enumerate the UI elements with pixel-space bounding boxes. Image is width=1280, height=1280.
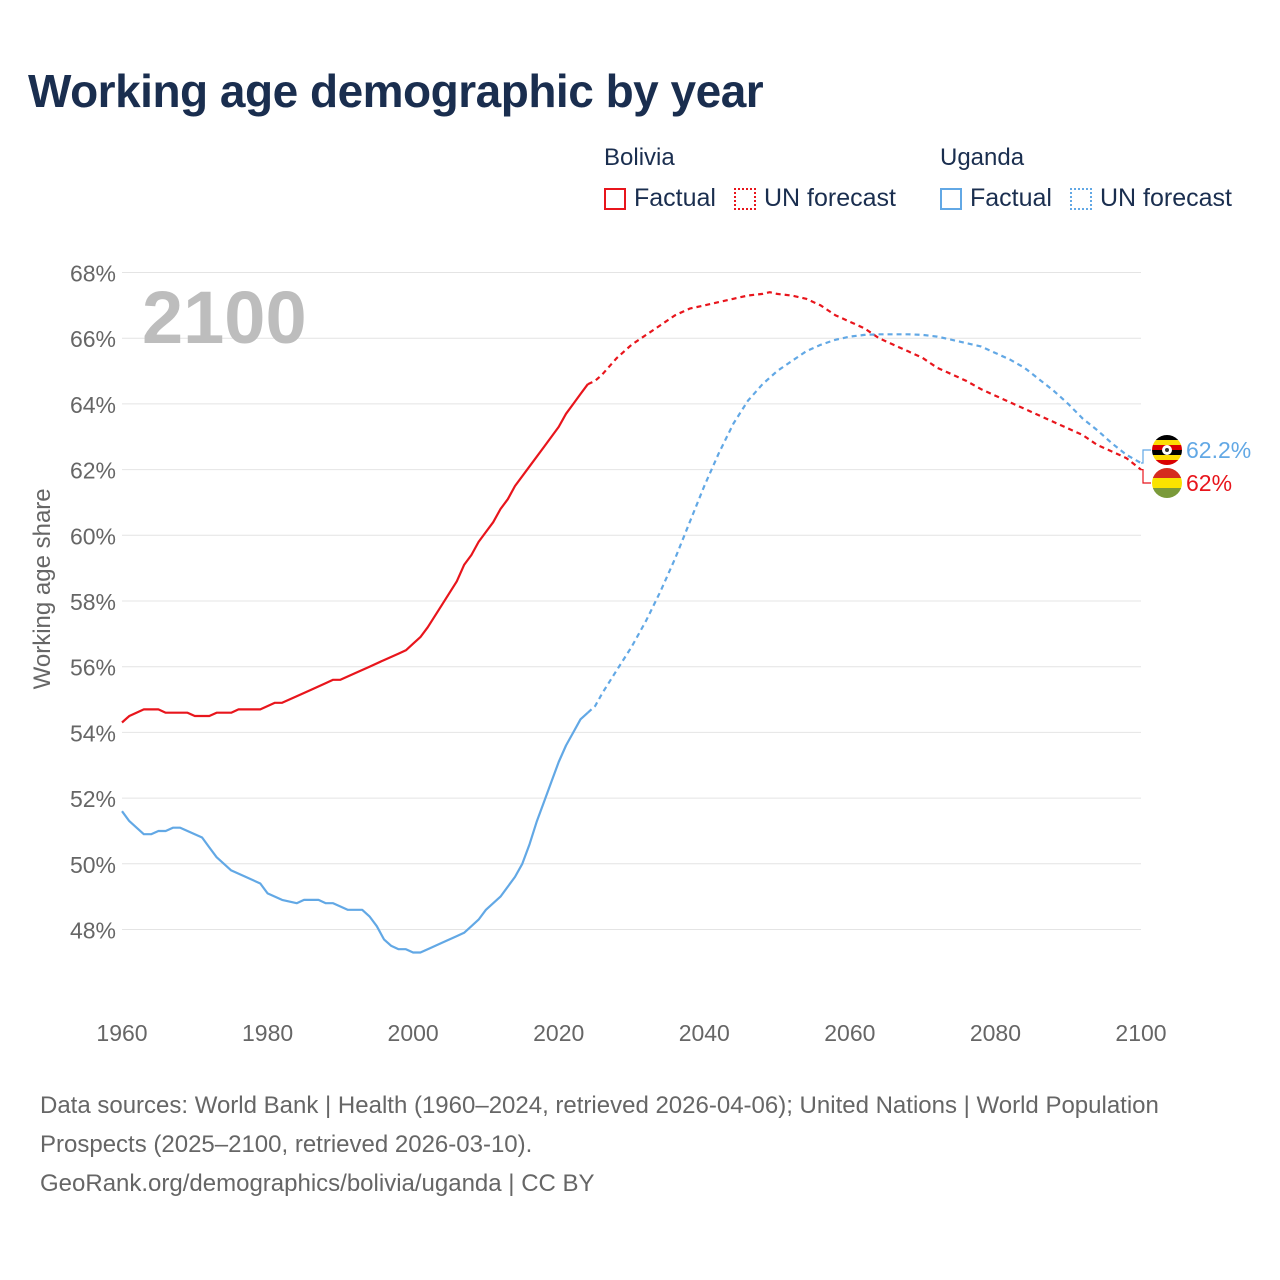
bolivia-forecast-line	[587, 291, 1142, 471]
legend-uganda-name: Uganda	[940, 144, 1025, 171]
legend-bolivia-forecast-label: UN forecast	[763, 184, 896, 212]
legend-uganda-forecast-label: UN forecast	[1099, 184, 1232, 212]
chart-title: Working age demographic by year	[28, 65, 764, 117]
y-tick-label: 50%	[70, 852, 116, 878]
dotted-line-swatch-icon	[733, 187, 756, 210]
legend-uganda: Uganda Factual UN forecast	[940, 144, 1232, 213]
uganda-forecast-line	[587, 333, 1142, 714]
x-tick-label: 2060	[824, 1020, 875, 1046]
legend-uganda-forecast[interactable]: UN forecast	[1069, 184, 1232, 213]
solid-line-swatch-icon	[604, 187, 626, 210]
x-tick-label: 1980	[242, 1020, 293, 1046]
x-tick-label: 2020	[533, 1020, 584, 1046]
legend-bolivia-factual[interactable]: Factual	[604, 184, 716, 213]
line-chart: 48% 50% 52% 54% 56% 58% 60% 62% 64% 66% 68% 1960 198…	[29, 261, 1251, 1047]
uganda-factual-line	[121, 711, 589, 954]
legend-uganda-factual[interactable]: Factual	[940, 184, 1052, 213]
y-tick-label: 60%	[70, 523, 116, 549]
bolivia-end-label: 62%	[1186, 470, 1232, 496]
uganda-end-connector	[1141, 449, 1151, 464]
y-tick-label: 64%	[70, 392, 116, 418]
x-tick-label: 2100	[1115, 1020, 1166, 1046]
uganda-flag-icon	[1152, 435, 1182, 465]
bolivia-flag-icon	[1152, 468, 1182, 498]
y-tick-label: 66%	[70, 326, 116, 352]
legend-bolivia: Bolivia Factual UN forecast	[604, 144, 896, 213]
x-tick-label: 2040	[679, 1020, 730, 1046]
y-tick-label: 48%	[70, 918, 116, 944]
legend-bolivia-name: Bolivia	[604, 144, 675, 171]
y-tick-label: 62%	[70, 458, 116, 484]
legend-bolivia-forecast[interactable]: UN forecast	[733, 184, 896, 213]
y-tick-label: 54%	[70, 720, 116, 746]
legend-uganda-factual-label: Factual	[970, 184, 1052, 212]
solid-line-swatch-icon	[940, 187, 962, 210]
credit-link[interactable]: GeoRank.org/demographics/bolivia/uganda …	[40, 1170, 595, 1197]
x-tick-label: 1960	[96, 1020, 147, 1046]
dotted-line-swatch-icon	[1069, 187, 1092, 210]
y-axis-label: Working age share	[29, 488, 56, 689]
x-tick-label: 2080	[970, 1020, 1021, 1046]
footer: Data sources: World Bank | Health (1960–…	[40, 1086, 1240, 1203]
y-tick-label: 56%	[70, 655, 116, 681]
year-overlay: 2100	[142, 276, 307, 359]
x-tick-label: 2000	[388, 1020, 439, 1046]
data-sources: Data sources: World Bank | Health (1960–…	[40, 1092, 1159, 1158]
legend-bolivia-factual-label: Factual	[634, 184, 716, 212]
bolivia-factual-line	[121, 383, 589, 724]
bolivia-end-connector	[1141, 469, 1151, 484]
y-tick-label: 68%	[70, 261, 116, 287]
y-tick-label: 52%	[70, 786, 116, 812]
y-tick-label: 58%	[70, 589, 116, 615]
uganda-end-label: 62.2%	[1186, 437, 1251, 463]
